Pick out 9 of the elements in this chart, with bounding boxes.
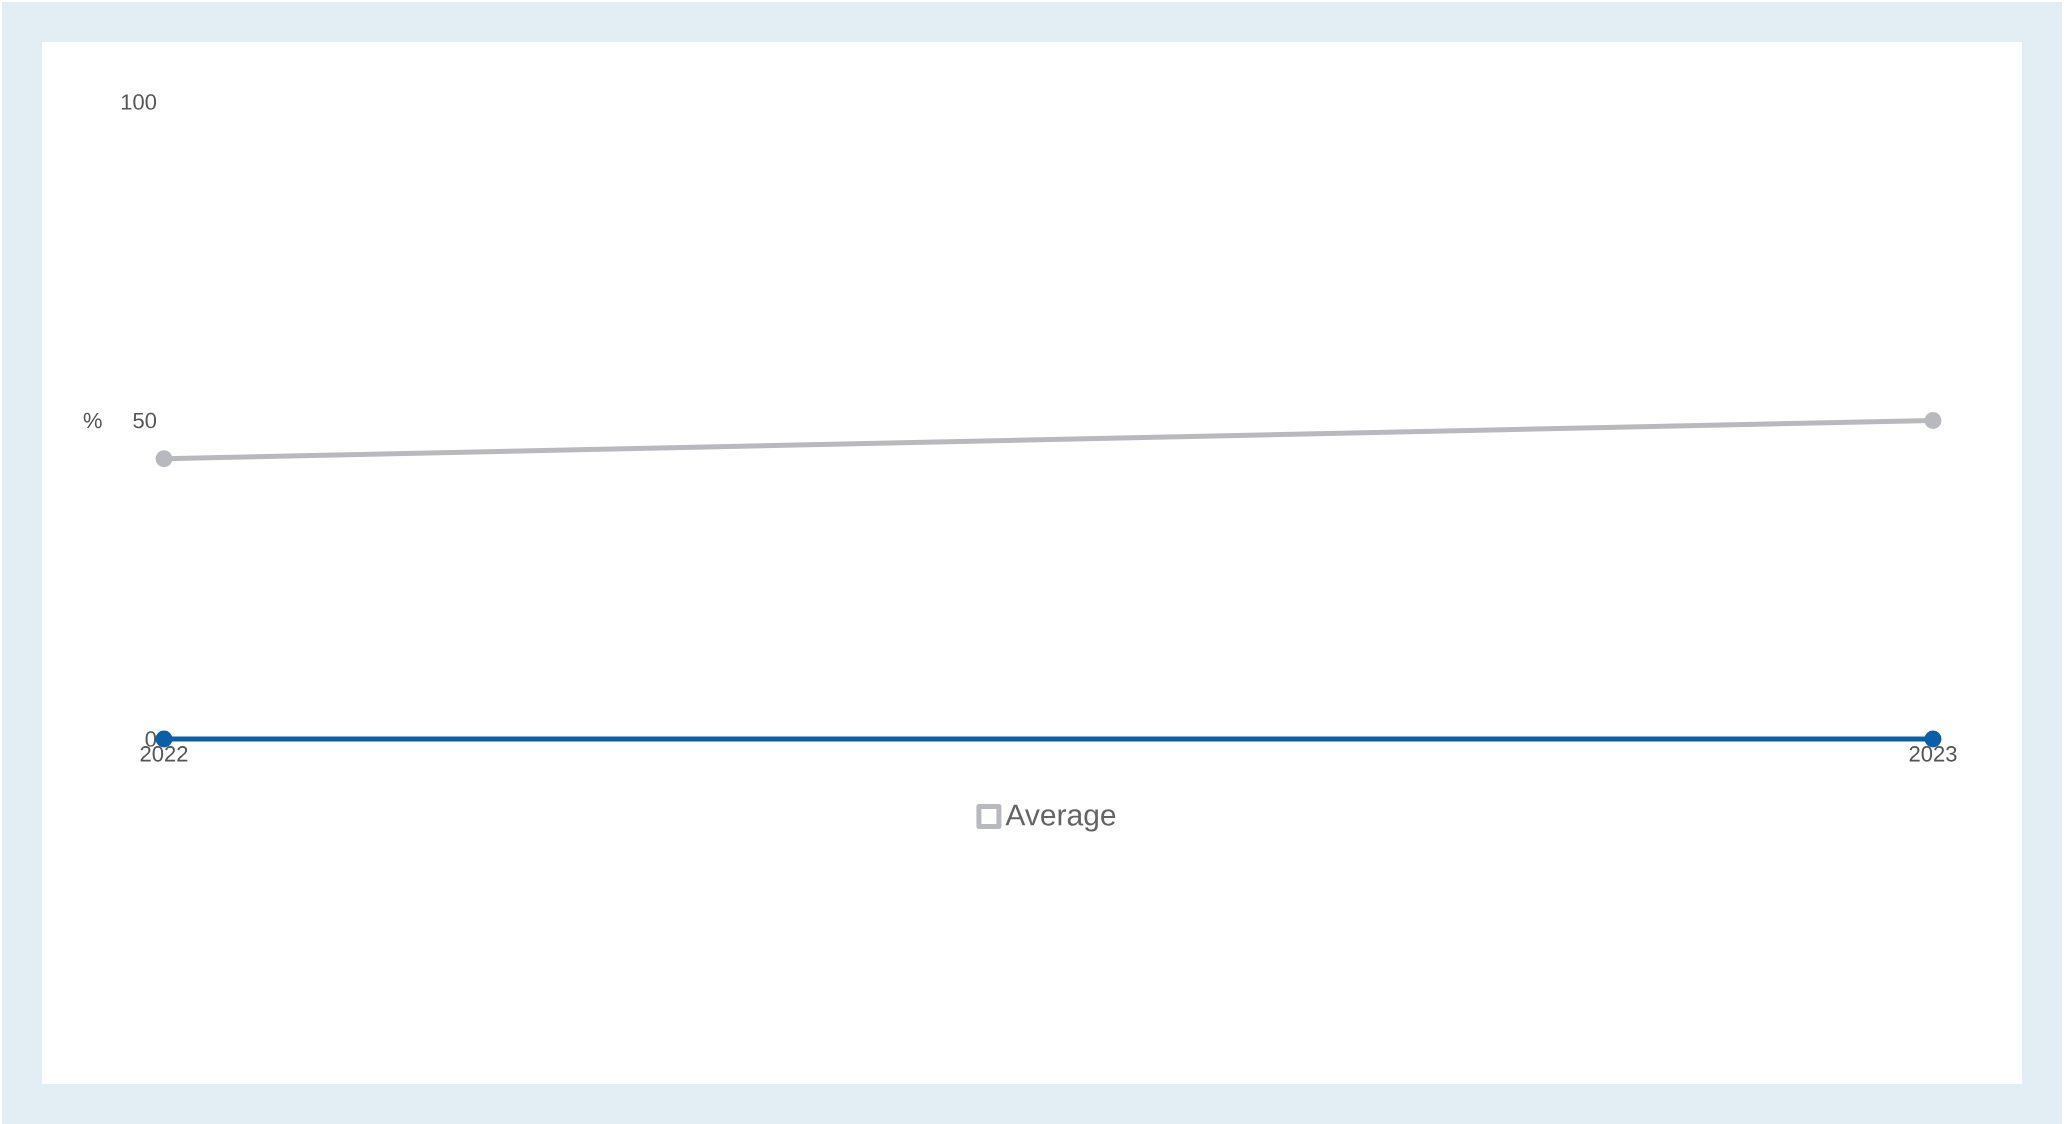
legend-label: Average xyxy=(1005,804,1116,832)
x-tick-label: 2022 xyxy=(140,746,188,762)
y-tick-label: 50 xyxy=(133,412,157,429)
y-tick-label: 100 xyxy=(121,94,157,110)
y-axis-title: % xyxy=(83,412,102,429)
y-tick-label: 0 xyxy=(145,731,157,747)
point xyxy=(155,450,173,468)
point xyxy=(1924,411,1942,429)
x-tick-label: 2023 xyxy=(1909,746,1957,762)
